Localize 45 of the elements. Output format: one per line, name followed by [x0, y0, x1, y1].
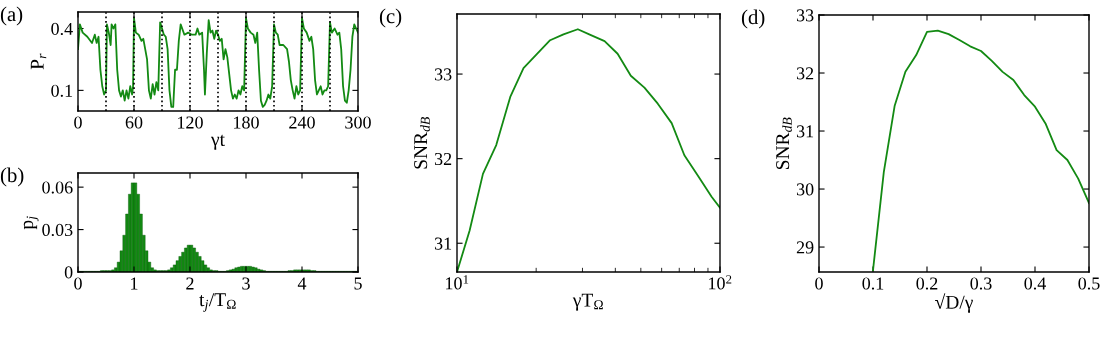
- chart-title: (c): [379, 8, 402, 28]
- x-tick-label: 0: [74, 277, 82, 290]
- x-axis-title: √D/γ: [935, 293, 973, 313]
- y-tick-label: 0.4: [51, 22, 73, 36]
- y-tick-label: 0.1: [51, 84, 73, 97]
- y-tick-label: 0.03: [42, 223, 73, 237]
- x-tick-label: 300: [345, 116, 371, 129]
- y-axis-title: SNR$_{dB}$: [414, 117, 430, 169]
- x-tick-label: 120: [178, 116, 203, 129]
- x-axis-title: γT$_{Ω}$: [572, 293, 603, 311]
- x-tick-label: 10$^{2}$: [709, 275, 732, 290]
- chart-title: (d): [741, 9, 765, 29]
- x-tick-label: 0: [815, 277, 823, 290]
- chart-title: (b): [0, 167, 24, 187]
- x-tick-label: 4: [297, 277, 307, 290]
- x-axis-title: γt: [210, 134, 225, 150]
- x-tick-label: 0.2: [916, 277, 938, 290]
- y-tick-label: 32: [796, 67, 814, 80]
- x-tick-label: 10$^{1}$: [446, 275, 469, 290]
- y-tick-label: 0.06: [42, 181, 73, 194]
- x-tick-label: 180: [234, 116, 259, 129]
- y-axis-title: p$_{j}$: [23, 216, 39, 230]
- chart-title: (a): [0, 6, 23, 26]
- x-tick-label: 60: [125, 116, 143, 129]
- x-tick-label: 0.5: [1078, 277, 1100, 290]
- y-axis-title: SNR$_{dB}$: [776, 117, 792, 170]
- x-tick-label: 3: [242, 277, 250, 290]
- y-axis-title: P$_{r}$: [30, 53, 47, 70]
- x-tick-label: 0: [74, 116, 82, 129]
- y-tick-label: 29: [796, 241, 814, 254]
- x-tick-label: 2: [186, 277, 194, 290]
- x-axis-title: t$_{j}$/T$_{Ω}$: [199, 293, 236, 312]
- x-tick-label: 240: [289, 116, 315, 129]
- y-tick-label: 32: [434, 152, 452, 166]
- x-tick-label: 0.3: [970, 277, 992, 290]
- x-tick-label: 0.1: [862, 277, 884, 290]
- x-tick-label: 0.4: [1024, 277, 1046, 290]
- y-tick-label: 33: [796, 9, 814, 22]
- x-tick-label: 1: [131, 277, 138, 290]
- x-tick-label: 5: [354, 277, 362, 290]
- y-tick-label: 31: [796, 125, 814, 138]
- y-tick-label: 31: [434, 237, 452, 250]
- y-tick-label: 33: [434, 68, 452, 81]
- y-tick-label: 30: [796, 183, 814, 196]
- y-tick-label: 0: [64, 266, 73, 279]
